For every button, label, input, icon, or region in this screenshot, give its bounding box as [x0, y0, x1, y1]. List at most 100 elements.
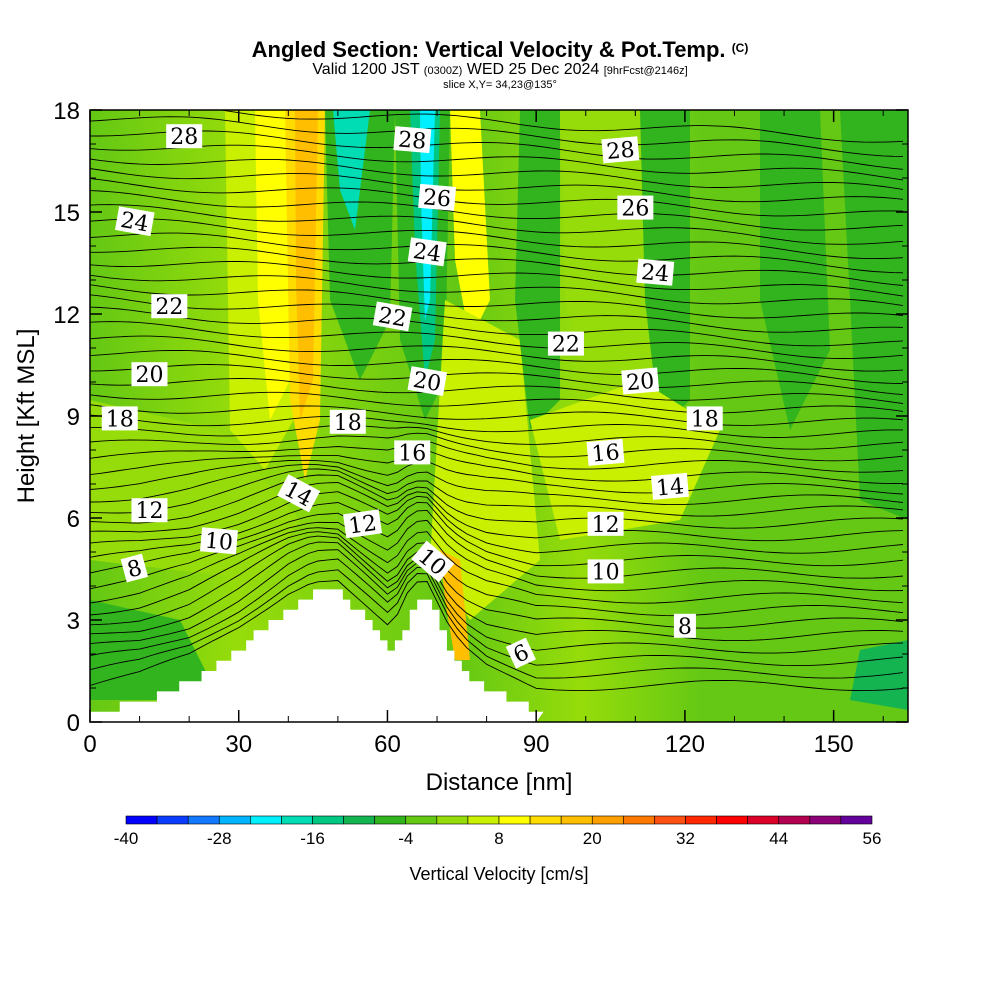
theta-isoline [90, 424, 904, 450]
theta-label-text: 26 [621, 197, 649, 222]
theta-isoline [90, 569, 904, 679]
colorbar-swatch [374, 815, 407, 825]
theta-label-text: 24 [411, 239, 442, 268]
theta-isoline [90, 482, 904, 542]
terrain-mask [90, 589, 544, 722]
y-tick-label: 3 [67, 608, 80, 635]
theta-isoline [90, 168, 904, 203]
theta-label-box [101, 406, 138, 431]
x-tick-label: 60 [374, 731, 401, 758]
colorbar-tick-label: 44 [769, 829, 788, 848]
theta-label-box [587, 559, 624, 584]
colorbar-swatch [436, 815, 469, 825]
theta-label-text: 20 [411, 368, 443, 397]
theta-isoline [90, 232, 904, 274]
theta-label: 20 [621, 367, 660, 396]
downdraft-core [420, 110, 435, 320]
colorbar-tick-label: -40 [114, 829, 139, 848]
theta-label: 12 [131, 498, 168, 524]
theta-isoline [90, 580, 904, 692]
theta-label: 26 [418, 183, 457, 213]
theta-isoline [90, 306, 904, 347]
theta-isoline [90, 335, 904, 372]
theta-isoline [90, 414, 903, 438]
theta-label-box [407, 237, 447, 267]
colorbar-swatch [312, 815, 344, 825]
theta-isoline [90, 321, 904, 359]
downdraft-region [840, 110, 908, 520]
theta-isoline [90, 190, 904, 231]
theta-label-box [547, 331, 584, 356]
theta-label: 18 [329, 409, 366, 436]
theta-label: 8 [120, 553, 149, 583]
theta-isoline [90, 531, 904, 617]
theta-isoline [90, 158, 904, 190]
colorbar-swatch [716, 815, 748, 825]
theta-label-text: 8 [678, 615, 692, 640]
colorbar-swatch [343, 815, 375, 825]
theta-label-box [407, 366, 448, 396]
weak-updraft [560, 110, 660, 440]
theta-isoline [90, 535, 904, 629]
colorbar-tick-label: -28 [207, 829, 232, 848]
theta-label-text: 14 [655, 474, 685, 501]
theta-label-box [418, 183, 457, 211]
theta-label: 22 [151, 294, 188, 320]
colorbar-tick-label: 56 [863, 829, 882, 848]
theta-label: 12 [343, 509, 383, 540]
chart-subtitle: Valid 1200 JST (0300Z) WED 25 Dec 2024 [… [312, 61, 688, 78]
colorbar-tick-label: -4 [398, 829, 413, 848]
theta-label: 24 [636, 258, 675, 287]
theta-label-text: 16 [398, 441, 426, 466]
theta-label-box [617, 195, 654, 220]
colorbar-tick-label: 8 [494, 829, 503, 848]
theta-isoline [90, 440, 904, 473]
theta-label: 10 [587, 559, 624, 585]
theta-label-box [151, 294, 188, 319]
updraft-region [450, 110, 490, 340]
colorbar-swatch [218, 815, 251, 825]
theta-label-box [131, 362, 168, 387]
theta-label-box [636, 258, 675, 286]
downdraft-region [760, 110, 830, 430]
y-axis-label: Height [Kft MSL] [13, 329, 40, 504]
theta-label-text: 20 [135, 363, 163, 388]
theta-label-text: 22 [376, 303, 408, 332]
theta-label-box [601, 136, 640, 164]
theta-label-text: 26 [422, 185, 452, 212]
updraft-core [295, 110, 318, 420]
colorbar-swatch [250, 815, 282, 825]
theta-label: 28 [166, 124, 203, 150]
theta-label-text: 22 [552, 333, 580, 358]
colorbar-swatch [623, 815, 655, 825]
theta-label-box [200, 527, 238, 555]
theta-label: 20 [407, 366, 448, 397]
colorbar-swatch [529, 815, 562, 825]
weak-downdraft [700, 500, 908, 722]
theta-label: 10 [200, 527, 238, 556]
theta-isoline [90, 541, 904, 642]
theta-label: 24 [114, 206, 155, 237]
theta-label-text: 12 [135, 499, 163, 524]
theta-label-text: 18 [691, 407, 719, 432]
theta-isoline [90, 178, 904, 217]
theta-label-box [277, 474, 321, 513]
colorbar-tick-label: -16 [300, 829, 325, 848]
colorbar-swatch [654, 815, 686, 825]
theta-label-text: 28 [605, 138, 635, 165]
colorbar-swatch [591, 815, 624, 825]
theta-label-box [586, 438, 625, 466]
colorbar-tick-label: 20 [583, 829, 602, 848]
colorbar [125, 815, 873, 825]
theta-label-text: 10 [204, 529, 234, 556]
theta-isoline [90, 459, 904, 495]
theta-label-box [621, 367, 660, 395]
updraft-region [430, 300, 540, 620]
theta-label: 24 [407, 237, 447, 268]
slice-info: slice X,Y= 34,23@135° [443, 79, 557, 91]
theta-label: 18 [686, 406, 723, 432]
chart-title: Angled Section: Vertical Velocity & Pot.… [251, 37, 749, 62]
x-axis-label: Distance [nm] [426, 769, 573, 796]
